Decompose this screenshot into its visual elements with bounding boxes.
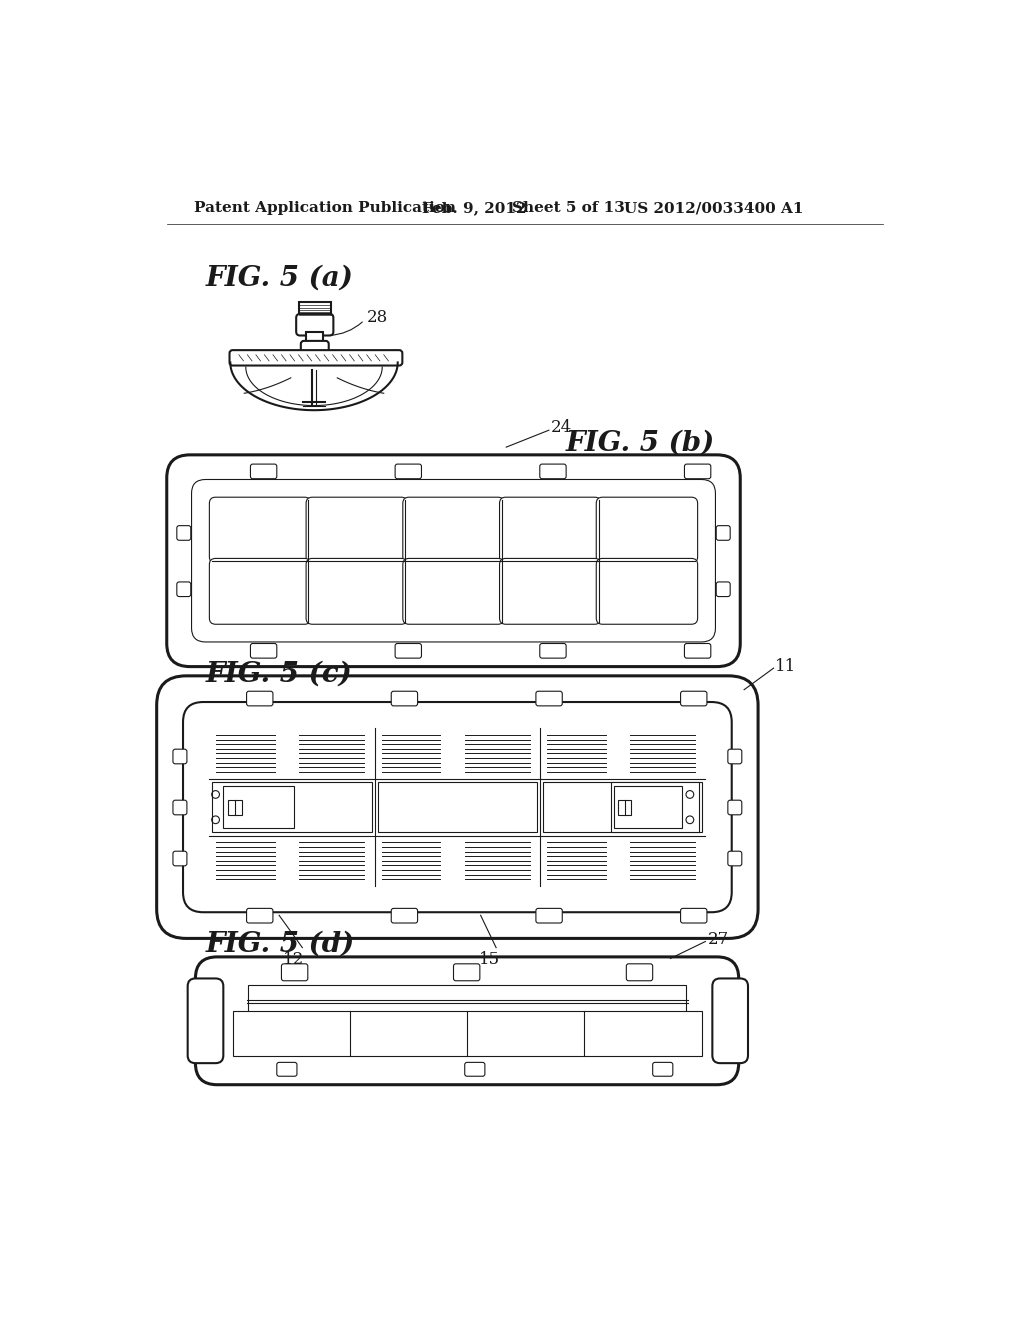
FancyBboxPatch shape (540, 465, 566, 479)
FancyBboxPatch shape (500, 558, 601, 624)
FancyBboxPatch shape (251, 644, 276, 659)
FancyBboxPatch shape (391, 692, 418, 706)
Text: 12: 12 (283, 950, 304, 968)
Text: 11: 11 (775, 659, 797, 675)
FancyBboxPatch shape (229, 350, 402, 366)
FancyBboxPatch shape (500, 498, 601, 564)
Text: FIG. 5 (c): FIG. 5 (c) (206, 661, 352, 688)
Bar (611, 781, 699, 833)
Bar (378, 781, 537, 833)
FancyBboxPatch shape (301, 341, 329, 356)
FancyBboxPatch shape (728, 750, 741, 764)
FancyBboxPatch shape (681, 908, 707, 923)
FancyBboxPatch shape (157, 676, 758, 939)
FancyBboxPatch shape (596, 558, 697, 624)
Bar (306, 331, 324, 345)
FancyBboxPatch shape (173, 851, 187, 866)
FancyBboxPatch shape (454, 964, 480, 981)
FancyBboxPatch shape (187, 978, 223, 1063)
Text: Feb. 9, 2012: Feb. 9, 2012 (423, 202, 527, 215)
FancyBboxPatch shape (652, 1063, 673, 1076)
Bar (232, 1011, 701, 1056)
FancyBboxPatch shape (681, 692, 707, 706)
FancyBboxPatch shape (684, 465, 711, 479)
Bar (228, 800, 242, 814)
Bar (212, 781, 372, 833)
FancyBboxPatch shape (196, 957, 738, 1085)
FancyBboxPatch shape (167, 455, 740, 667)
FancyBboxPatch shape (465, 1063, 485, 1076)
FancyBboxPatch shape (596, 498, 697, 564)
FancyBboxPatch shape (247, 692, 273, 706)
Bar (614, 787, 682, 828)
Bar (223, 787, 294, 828)
Text: Sheet 5 of 13: Sheet 5 of 13 (512, 202, 625, 215)
Bar (299, 302, 331, 318)
FancyBboxPatch shape (251, 465, 276, 479)
FancyBboxPatch shape (684, 644, 711, 659)
Text: Patent Application Publication: Patent Application Publication (194, 202, 456, 215)
Text: 27: 27 (708, 932, 729, 949)
FancyBboxPatch shape (716, 582, 730, 597)
FancyBboxPatch shape (276, 1063, 297, 1076)
FancyBboxPatch shape (183, 702, 732, 912)
FancyBboxPatch shape (536, 692, 562, 706)
FancyBboxPatch shape (209, 558, 310, 624)
Bar (617, 800, 632, 814)
Bar (543, 781, 702, 833)
Text: US 2012/0033400 A1: US 2012/0033400 A1 (624, 202, 804, 215)
FancyBboxPatch shape (716, 525, 730, 540)
Text: FIG. 5 (a): FIG. 5 (a) (206, 264, 353, 292)
Text: FIG. 5 (d): FIG. 5 (d) (206, 931, 354, 957)
FancyBboxPatch shape (395, 465, 422, 479)
Bar (248, 985, 686, 1011)
Text: FIG. 5 (b): FIG. 5 (b) (566, 430, 715, 457)
FancyBboxPatch shape (296, 314, 334, 335)
Text: 28: 28 (367, 309, 388, 326)
FancyBboxPatch shape (306, 558, 408, 624)
FancyBboxPatch shape (209, 498, 310, 564)
FancyBboxPatch shape (191, 479, 716, 642)
FancyBboxPatch shape (728, 851, 741, 866)
FancyBboxPatch shape (713, 978, 748, 1063)
FancyBboxPatch shape (173, 750, 187, 764)
FancyBboxPatch shape (282, 964, 308, 981)
FancyBboxPatch shape (540, 644, 566, 659)
FancyBboxPatch shape (627, 964, 652, 981)
FancyBboxPatch shape (173, 800, 187, 814)
Text: 24: 24 (551, 420, 572, 437)
FancyBboxPatch shape (402, 558, 504, 624)
FancyBboxPatch shape (247, 908, 273, 923)
FancyBboxPatch shape (306, 498, 408, 564)
FancyBboxPatch shape (402, 498, 504, 564)
FancyBboxPatch shape (536, 908, 562, 923)
FancyBboxPatch shape (395, 644, 422, 659)
FancyBboxPatch shape (177, 582, 190, 597)
FancyBboxPatch shape (391, 908, 418, 923)
FancyBboxPatch shape (728, 800, 741, 814)
FancyBboxPatch shape (177, 525, 190, 540)
Text: 15: 15 (479, 950, 501, 968)
